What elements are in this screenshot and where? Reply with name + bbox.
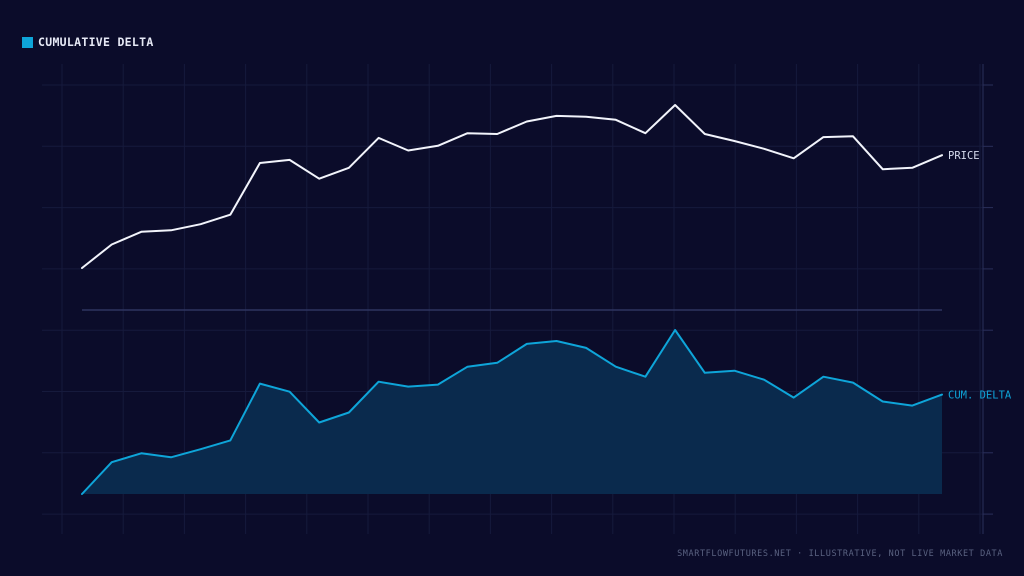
cum-delta-point-15 [496,362,498,364]
price-point-27 [852,135,854,137]
cum-delta-point-2 [110,461,112,463]
cum-delta-point-21 [674,329,676,331]
cum-delta-point-17 [555,340,557,342]
cum-delta-line [81,329,943,495]
cum-delta-point-24 [763,378,765,380]
price-point-17 [555,115,557,117]
cum-delta-point-30 [941,393,943,395]
price-point-24 [763,148,765,150]
price-point-9 [318,177,320,179]
price-point-14 [466,132,468,134]
right-axis [982,64,993,534]
price-point-13 [437,145,439,147]
price-line [81,104,943,269]
cum-delta-panel [81,329,943,495]
price-point-5 [199,223,201,225]
price-point-23 [733,140,735,142]
cum-delta-point-7 [259,382,261,384]
price-point-16 [526,120,528,122]
price-point-2 [110,243,112,245]
price-point-6 [229,213,231,215]
footer-disclaimer: SMARTFLOWFUTURES.NET · ILLUSTRATIVE, NOT… [677,549,1003,559]
cum-delta-point-6 [229,439,231,441]
price-point-10 [348,167,350,169]
price-point-12 [407,149,409,151]
cum-delta-point-13 [437,383,439,385]
price-point-4 [170,229,172,231]
price-panel [81,104,943,269]
cum-delta-point-10 [348,411,350,413]
cum-delta-point-20 [644,376,646,378]
price-point-15 [496,133,498,135]
cum-delta-point-23 [733,369,735,371]
cum-delta-point-22 [704,372,706,374]
cum-delta-point-1 [81,493,83,495]
cum-delta-point-4 [170,456,172,458]
price-point-8 [288,159,290,161]
chart-legend: CUMULATIVE DELTA [22,35,154,49]
price-point-25 [793,157,795,159]
price-point-21 [674,104,676,106]
cum-delta-point-25 [793,396,795,398]
cum-delta-label: CUM. DELTA [948,390,1012,402]
cum-delta-point-18 [585,347,587,349]
legend-label: CUMULATIVE DELTA [38,35,154,49]
cum-delta-point-8 [288,390,290,392]
cum-delta-point-5 [199,448,201,450]
cum-delta-point-14 [466,366,468,368]
cum-delta-point-3 [140,452,142,454]
price-point-11 [377,137,379,139]
cum-delta-point-16 [526,343,528,345]
price-point-30 [941,154,943,156]
cum-delta-point-28 [881,400,883,402]
price-point-29 [911,167,913,169]
cum-delta-point-9 [318,421,320,423]
cum-delta-point-26 [822,376,824,378]
price-point-3 [140,231,142,233]
legend-swatch [22,36,33,48]
price-point-7 [259,162,261,164]
price-point-18 [585,116,587,118]
cum-delta-point-29 [911,404,913,406]
cum-delta-point-12 [407,385,409,387]
price-point-20 [644,132,646,134]
price-point-19 [615,119,617,121]
price-point-26 [822,136,824,138]
cum-delta-point-27 [852,381,854,383]
series-labels: PRICE CUM. DELTA [948,150,1012,401]
price-point-22 [704,133,706,135]
cum-delta-point-11 [377,380,379,382]
price-point-28 [881,168,883,170]
price-label: PRICE [948,150,980,162]
price-point-1 [81,267,83,269]
cum-delta-area [82,330,942,494]
cum-delta-point-19 [615,366,617,368]
